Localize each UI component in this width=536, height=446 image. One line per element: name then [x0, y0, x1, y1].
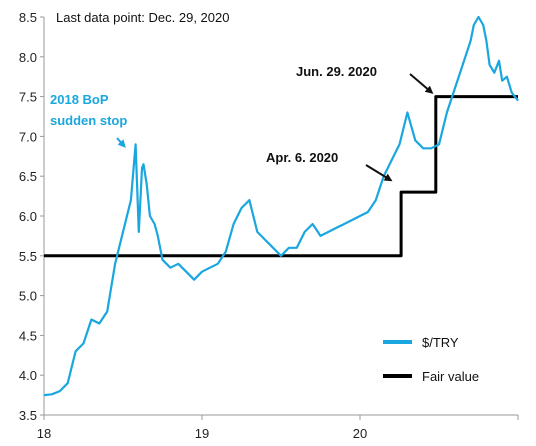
y-tick-label: 6.0 [19, 209, 37, 224]
annotation-apr-2020: Apr. 6. 2020 [266, 150, 338, 165]
x-tick-label: 18 [37, 426, 51, 441]
x-axis: 18 19 20 [37, 414, 519, 441]
y-tick-label: 4.5 [19, 328, 37, 343]
y-tick-label: 5.5 [19, 249, 37, 264]
annotation-bop-line1: 2018 BoP [50, 92, 109, 107]
y-tick-label: 7.0 [19, 129, 37, 144]
y-tick-label: 6.5 [19, 169, 37, 184]
legend: $/TRY Fair value [383, 335, 479, 384]
chart-note: Last data point: Dec. 29, 2020 [56, 10, 229, 25]
annotation-bop-line2: sudden stop [50, 113, 127, 128]
y-axis: 3.5 4.0 4.5 5.0 5.5 6.0 6.5 7.0 7.5 8.0 8.5 [19, 10, 45, 423]
y-tick-label: 8.5 [19, 10, 37, 25]
y-tick-label: 5.0 [19, 289, 37, 304]
legend-label-fair-value: Fair value [422, 369, 479, 384]
x-tick-label: 20 [353, 426, 367, 441]
series-line-usd-try [43, 15, 519, 397]
annotation-arrow [365, 164, 393, 182]
y-tick-label: 4.0 [19, 368, 37, 383]
y-tick-label: 7.5 [19, 90, 37, 105]
y-tick-label: 8.0 [19, 50, 37, 65]
annotation-arrow [116, 137, 126, 148]
annotation-arrows [116, 73, 434, 182]
annotation-jun-2020: Jun. 29. 2020 [296, 64, 377, 79]
x-tick-label: 19 [195, 426, 209, 441]
plot-area [43, 15, 519, 397]
annotation-arrow [409, 73, 434, 94]
series-line-fair-value [44, 95, 518, 258]
legend-label-usd-try: $/TRY [422, 335, 459, 350]
y-tick-label: 3.5 [19, 408, 37, 423]
